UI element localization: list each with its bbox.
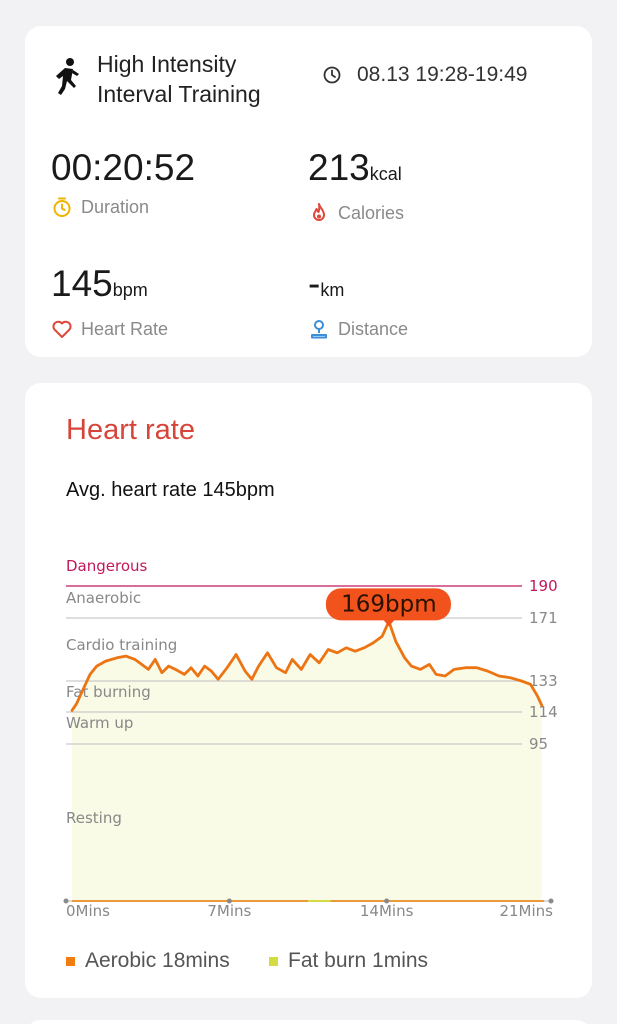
distance-unit: km [320,280,345,300]
legend-aerobic: Aerobic 18mins [66,949,230,973]
zone-threshold-190: 190 [529,577,558,595]
zone-label-dangerous: Dangerous [66,557,148,575]
zone-label-anaerobic: Anaerobic [66,589,141,607]
next-card [25,1020,592,1024]
zone-threshold-95: 95 [529,735,548,753]
heart-icon [52,320,72,338]
heart-rate-card: Heart rate Avg. heart rate 145bpm Danger… [25,383,592,998]
stopwatch-icon [53,197,71,217]
x-tick-label-3: 21Mins [499,902,553,920]
peak-bubble [325,588,451,621]
legend-fat-burn: Fat burn 1mins [269,949,428,973]
flame-icon [313,203,325,221]
heart-rate-chart: Dangerous 190 Anaerobic 171 Cardio training 1… [63,557,558,920]
x-tick-dot-1 [226,898,232,904]
duration-label-row: Duration [51,196,195,218]
x-tick-dot-0 [63,898,69,904]
location-pin-icon [311,320,327,339]
zone-label-resting: Resting [66,809,122,827]
chart-area-fill [72,621,542,901]
stat-distance: -km Distance [308,264,408,340]
calories-unit: kcal [369,164,402,184]
heart-rate-value: 145 [51,263,113,304]
peak-bubble-pointer [382,619,395,627]
stat-calories: 213kcal Calories [308,148,404,224]
calories-label-row: Calories [308,202,404,224]
legend-aerobic-swatch [66,956,75,966]
heart-rate-unit: bpm [112,280,148,300]
activity-title: High Intensity Interval Training [97,51,261,107]
zone-label-warm-up: Warm up [66,714,133,732]
distance-label: Distance [338,318,409,339]
zone-label-cardio-training: Cardio training [66,636,177,654]
x-tick-label-1: 7Mins [207,902,251,920]
zone-threshold-133: 133 [529,672,558,690]
stat-duration: 00:20:52 Duration [51,148,195,218]
peak-label: 169bpm [341,591,437,617]
clock-icon [323,66,341,84]
distance-value: - [308,263,321,304]
running-person-icon [56,58,79,95]
x-tick-dot-2 [384,898,390,904]
heart-rate-label: Heart Rate [81,318,169,339]
time-range: 08.13 19:28-19:49 [322,63,527,87]
distance-label-row: Distance [308,318,408,340]
legend-fat-burn-swatch [269,956,278,966]
calories-value: 213 [308,147,370,188]
heart-rate-value-row: 145bpm [51,264,168,310]
x-tick-dot-3 [548,898,554,904]
calories-value-row: 213kcal [308,148,404,194]
legend-aerobic-label: Aerobic 18mins [85,949,230,972]
heart-rate-label-row: Heart Rate [51,318,168,340]
stat-heart-rate: 145bpm Heart Rate [51,264,168,340]
x-tick-label-2: 14Mins [360,902,414,920]
heart-rate-line [70,619,544,712]
workout-summary-card: High Intensity Interval Training 08.13 1… [25,26,592,357]
legend-fat-burn-label: Fat burn 1mins [288,949,429,972]
time-range-text: 08.13 19:28-19:49 [357,63,528,86]
average-heart-rate: Avg. heart rate 145bpm [66,479,275,501]
heart-rate-title: Heart rate [66,414,195,446]
zone-threshold-171: 171 [529,609,558,627]
x-tick-label-0: 0Mins [66,902,110,920]
calories-label: Calories [338,202,405,223]
zone-threshold-114: 114 [529,703,558,721]
zone-label-fat-burning: Fat burning [66,683,151,701]
distance-value-row: -km [308,264,408,310]
duration-value: 00:20:52 [51,147,196,188]
duration-label: Duration [81,196,150,217]
